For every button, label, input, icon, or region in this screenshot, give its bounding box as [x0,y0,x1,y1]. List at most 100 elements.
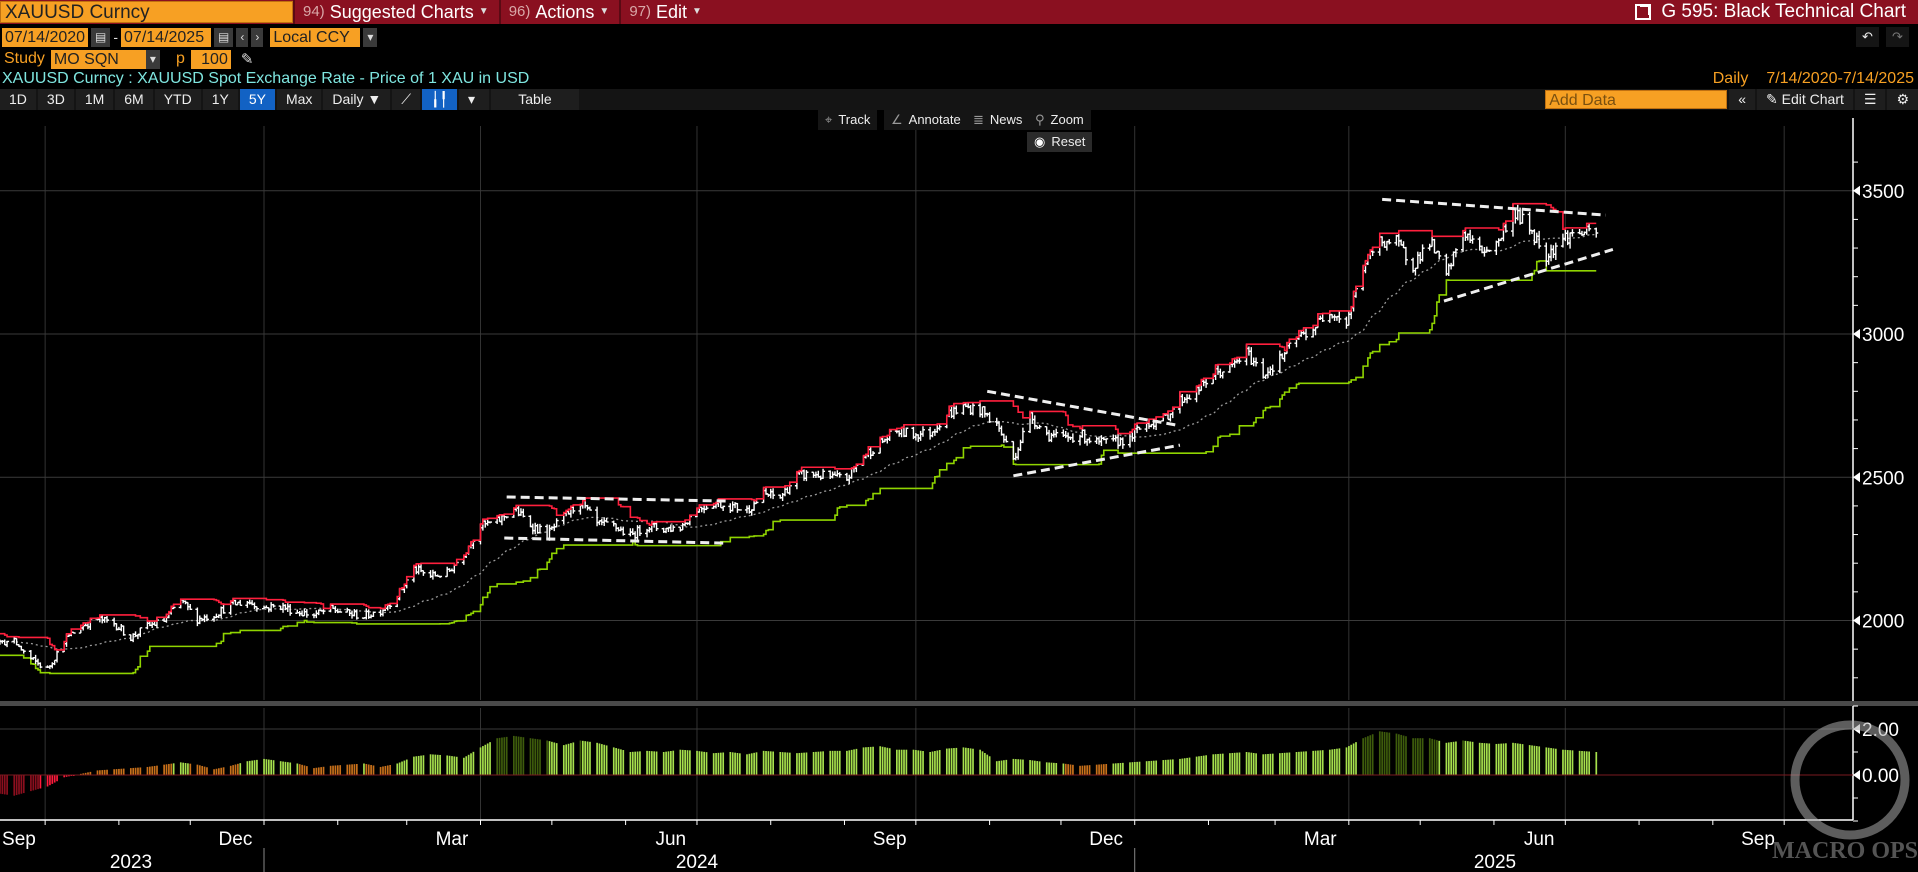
ohlc-bar [71,631,76,634]
calendar-icon[interactable]: ▤ [214,27,234,47]
pencil-icon[interactable]: ✎ [240,51,254,68]
ohlc-bar [1044,426,1049,436]
news-button[interactable]: ≣ News [966,110,1030,130]
sqn-bar [1414,738,1417,775]
actions-menu[interactable]: 96) Actions ▼ [498,0,620,24]
sqn-bar [1405,736,1407,775]
sqn-bar [1588,751,1591,775]
period-ytd[interactable]: YTD [154,89,201,110]
add-data-input[interactable]: Add Data [1545,90,1728,109]
period-1y[interactable]: 1Y [202,89,238,110]
sqn-bar [37,775,39,790]
security-input[interactable]: XAUUSD Curncy [0,1,293,23]
trendline [506,495,728,503]
study-select[interactable]: MO SQN [50,49,146,69]
sqn-bar [1219,753,1222,775]
sqn-bar [99,770,101,775]
sqn-bar [981,751,984,775]
sqn-bar [1516,743,1519,775]
redo-icon[interactable]: ↷ [1886,27,1909,47]
period-3d[interactable]: 3D [37,89,74,110]
sqn-bar [201,765,204,775]
sqn-bar [367,764,370,775]
sqn-bar [1352,743,1355,775]
sqn-bar [1286,752,1288,775]
undo-icon[interactable]: ↶ [1856,27,1879,47]
edit-chart-button[interactable]: ✎ Edit Chart [1757,89,1853,110]
interval-select[interactable]: Daily ▼ [323,89,391,110]
external-link-icon[interactable] [1635,4,1652,20]
sqn-bar [184,763,187,775]
sqn-bar [515,736,518,775]
y-tick-label: 3000 [1862,325,1904,346]
sqn-bar [1017,759,1020,775]
period-1d[interactable]: 1D [0,89,36,110]
gear-icon[interactable]: ⚙ [1887,89,1918,110]
calendar-icon[interactable]: ▤ [91,27,111,47]
sqn-bar [1371,734,1374,775]
sqn-bar [34,775,37,790]
sqn-bar [253,760,256,775]
news-icon: ≣ [973,112,984,127]
next-period-button[interactable]: › [251,27,264,47]
ohlc-bar [119,623,124,632]
ohlc-bars [0,203,1599,670]
chevron-down-icon[interactable]: ▾ [458,89,489,110]
sqn-bar [665,751,667,775]
prev-period-button[interactable]: ‹ [236,27,249,47]
sqn-bar [772,751,775,775]
ohlc-bar [671,525,676,532]
ohlc-bar [997,421,1002,432]
ohlc-bar [438,575,443,578]
legend-edit-icon[interactable]: ☰ [1854,89,1886,110]
period-max[interactable]: Max [276,89,322,110]
sqn-bar [719,752,722,775]
ohlc-bar [1063,430,1068,439]
header-bar: XAUUSD Curncy 94) Suggested Charts ▼ 96) Ac… [0,0,1918,24]
period-6m[interactable]: 6M [115,89,153,110]
chevron-down-icon[interactable]: ▾ [363,27,378,47]
sqn-bar [746,754,748,775]
end-date-field[interactable]: 07/14/2025 [121,27,212,47]
ohlc-bar [1011,440,1016,460]
period-5y[interactable]: 5Y [239,89,275,110]
table-button[interactable]: Table [490,89,579,110]
trendline [1013,443,1181,478]
start-date-field[interactable]: 07/14/2020 [2,27,88,47]
sqn-bar [68,775,70,777]
sqn-bar [1053,762,1055,775]
sqn-bar [401,761,403,775]
sqn-bar [884,747,886,775]
sqn-bar [722,752,725,775]
suggested-charts-menu[interactable]: 94) Suggested Charts ▼ [293,0,499,24]
zoom-button[interactable]: ⚲ Zoom [1028,110,1091,130]
sqn-bar [103,769,106,775]
ohlc-bar [350,610,355,619]
chevron-down-icon[interactable]: ▾ [145,49,160,69]
period-field[interactable]: 100 [190,49,231,69]
annotate-button[interactable]: ∠ Annotate [884,110,968,130]
sqn-bar [548,741,551,775]
ohlc-bar [1261,358,1266,379]
period-1m[interactable]: 1M [75,89,114,110]
sqn-bar [1569,750,1571,775]
ohlc-bar-icon[interactable]: ╽╿ [422,89,457,110]
track-button[interactable]: ⌖ Track [818,110,878,130]
currency-select[interactable]: Local CCY [270,27,361,47]
sqn-bar [439,754,441,775]
sqn-bar [1129,762,1131,775]
sqn-bar [163,764,165,775]
ohlc-bar [364,608,369,620]
sqn-bar [232,765,234,775]
sqn-bar [234,764,237,775]
ohlc-bar [1494,240,1499,255]
sqn-bar [1428,738,1431,775]
line-chart-icon[interactable]: ⟋ [392,89,421,110]
sqn-bar [529,738,532,775]
sqn-bar [786,752,789,775]
collapse-button[interactable]: « [1729,89,1755,110]
reset-button[interactable]: ◉ Reset [1027,132,1093,152]
edit-menu[interactable]: 97) Edit ▼ [619,0,712,24]
ohlc-bar [1418,252,1423,264]
